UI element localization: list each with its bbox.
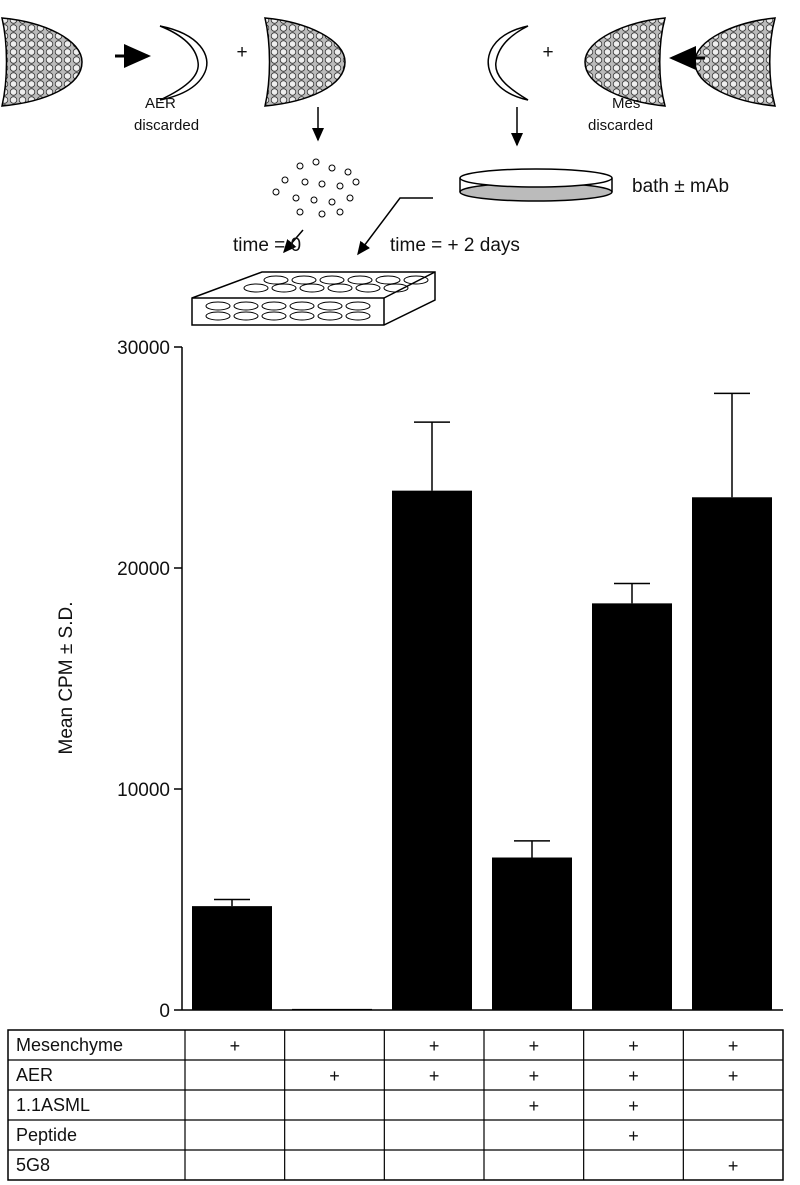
table-cell: + [429,1036,440,1056]
limb-bud [1,17,83,107]
limb-bud [694,17,777,107]
table-cell: + [728,1036,739,1056]
diagram [1,17,777,326]
label: bath ± mAb [632,176,729,197]
table-cell: + [628,1066,639,1086]
y-tick-label: 10000 [117,780,170,801]
table-cell: + [728,1066,739,1086]
y-tick-label: 20000 [117,559,170,580]
table-cell: + [429,1066,440,1086]
table-cell: + [529,1066,540,1086]
row-label: Mesenchyme [16,1035,123,1055]
arrow [357,197,433,256]
label: discarded [588,117,653,134]
dish [459,168,613,188]
row-label: AER [16,1065,53,1085]
plus: + [542,42,553,63]
label: time = 0 [233,235,301,256]
arrow [283,229,304,254]
label: time = + 2 days [390,235,520,256]
mesenchyme [264,17,346,107]
plus: + [236,42,247,63]
label: Mes [612,95,640,112]
bar [592,603,672,1010]
table-border [7,1029,784,1181]
row-label: 5G8 [16,1155,50,1175]
table-cell: + [628,1096,639,1116]
table-cell: + [529,1036,540,1056]
bar [692,497,772,1010]
aer [487,25,529,101]
table-cell: + [628,1036,639,1056]
bar [392,490,472,1010]
table-cell: + [230,1036,241,1056]
bar [292,1008,372,1010]
y-axis-label: Mean CPM ± S.D. [56,602,77,755]
row-label: 1.1ASML [16,1095,90,1115]
table-cell: + [329,1066,340,1086]
y-tick-label: 0 [159,1001,170,1022]
row-label: Peptide [16,1125,77,1145]
table-cell: + [529,1096,540,1116]
limb-bud [584,17,667,107]
bar [192,906,272,1010]
wells [205,275,429,321]
table-cell: + [728,1156,739,1176]
table-cell: + [628,1126,639,1146]
aer-shell [159,25,208,101]
label: discarded [134,117,199,134]
label: AER [145,95,176,112]
plate-edge [383,271,436,299]
cell-dots [272,158,360,218]
bar [492,857,572,1010]
y-tick-label: 30000 [117,338,170,359]
